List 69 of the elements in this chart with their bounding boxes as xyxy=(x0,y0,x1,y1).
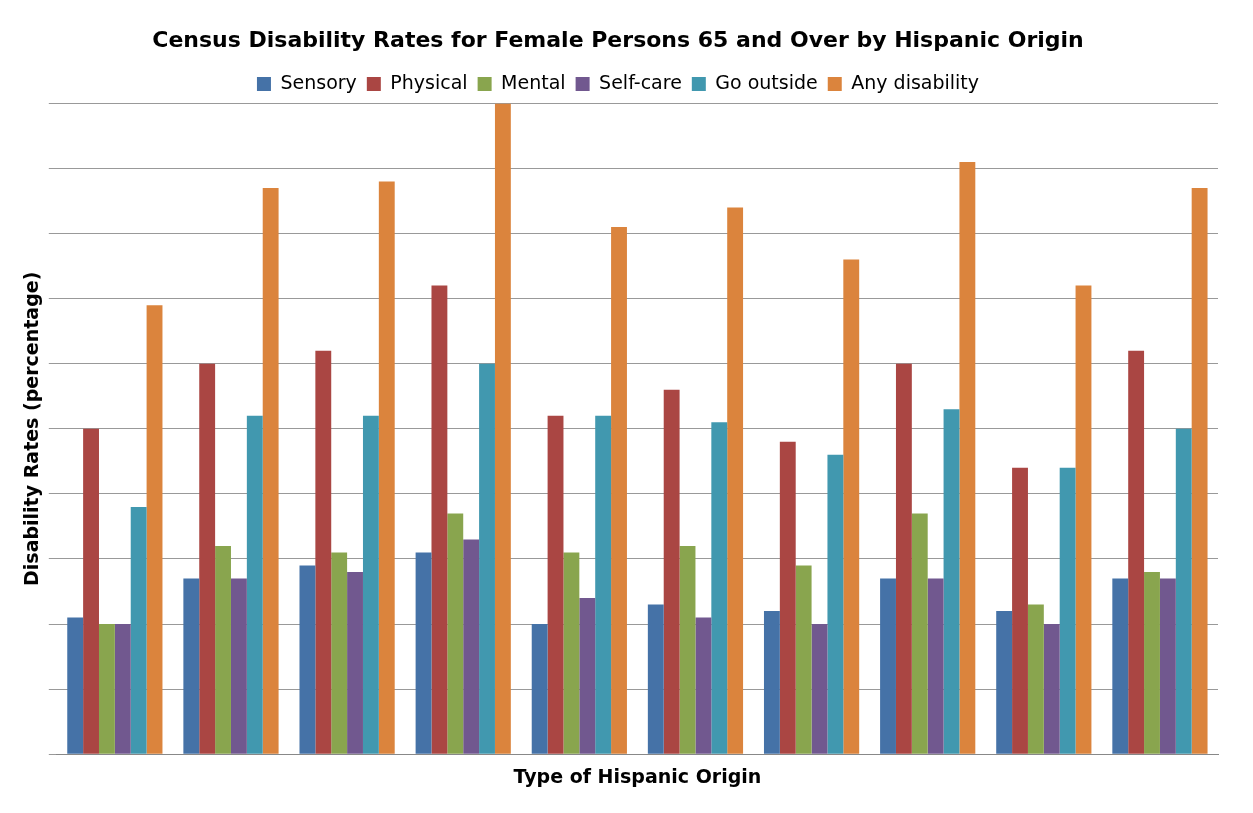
bar xyxy=(130,506,147,754)
bar xyxy=(230,578,247,754)
bar xyxy=(811,624,828,754)
bar xyxy=(1128,350,1145,754)
bar xyxy=(880,578,896,754)
bar xyxy=(1159,578,1176,754)
bar xyxy=(1059,467,1076,754)
bar xyxy=(146,305,163,754)
legend-label: Physical xyxy=(390,70,468,93)
legend-label: Mental xyxy=(501,70,566,93)
bar xyxy=(183,578,200,754)
bar xyxy=(563,552,580,754)
chart-title: Census Disability Rates for Female Persons 65 and Over by Hispanic Origin xyxy=(152,26,1084,52)
bar xyxy=(199,363,216,754)
bar xyxy=(695,617,712,754)
bar xyxy=(1191,188,1208,754)
bar xyxy=(943,409,960,754)
bar xyxy=(479,363,495,754)
bar xyxy=(215,545,231,754)
bar xyxy=(67,617,84,754)
bar xyxy=(415,552,432,754)
bar xyxy=(959,161,976,754)
bar xyxy=(447,513,464,754)
bar xyxy=(299,565,316,754)
bar xyxy=(114,624,131,754)
bar xyxy=(1175,428,1192,754)
bar xyxy=(431,285,448,754)
bar xyxy=(679,545,696,754)
bar xyxy=(362,415,379,754)
bar xyxy=(927,578,944,754)
bar xyxy=(647,604,664,754)
bar xyxy=(331,552,348,754)
bar xyxy=(711,422,728,754)
bar xyxy=(911,513,928,754)
bar xyxy=(1043,624,1060,754)
bar xyxy=(1012,467,1028,754)
bar xyxy=(795,565,812,754)
bar xyxy=(531,624,548,754)
bar xyxy=(262,188,279,754)
y-axis-title: Disability Rates (percentage) xyxy=(20,271,43,586)
bar xyxy=(1075,285,1092,754)
bar xyxy=(843,259,860,754)
bar xyxy=(996,611,1013,754)
bar xyxy=(611,227,627,754)
bar xyxy=(895,363,912,754)
bar xyxy=(246,415,263,754)
legend-label: Self-care xyxy=(599,70,682,93)
bar xyxy=(463,539,480,754)
bar xyxy=(494,103,511,754)
bar xyxy=(663,389,680,754)
bar xyxy=(547,415,564,754)
bar xyxy=(827,454,844,754)
bar xyxy=(83,428,99,754)
bar xyxy=(595,415,612,754)
x-axis-title: Type of Hispanic Origin xyxy=(513,764,762,787)
legend-label: Go outside xyxy=(715,70,818,93)
legend-label: Sensory xyxy=(280,70,357,93)
bar xyxy=(98,624,115,754)
bar xyxy=(727,207,744,754)
bar xyxy=(347,571,363,754)
bar xyxy=(1027,604,1044,754)
bar xyxy=(763,611,780,754)
bar xyxy=(1144,571,1160,754)
bar xyxy=(579,598,596,754)
bar xyxy=(1112,578,1129,754)
bar xyxy=(315,350,332,754)
legend-label: Any disability xyxy=(851,70,980,93)
bar xyxy=(779,441,796,754)
bar xyxy=(378,181,395,754)
